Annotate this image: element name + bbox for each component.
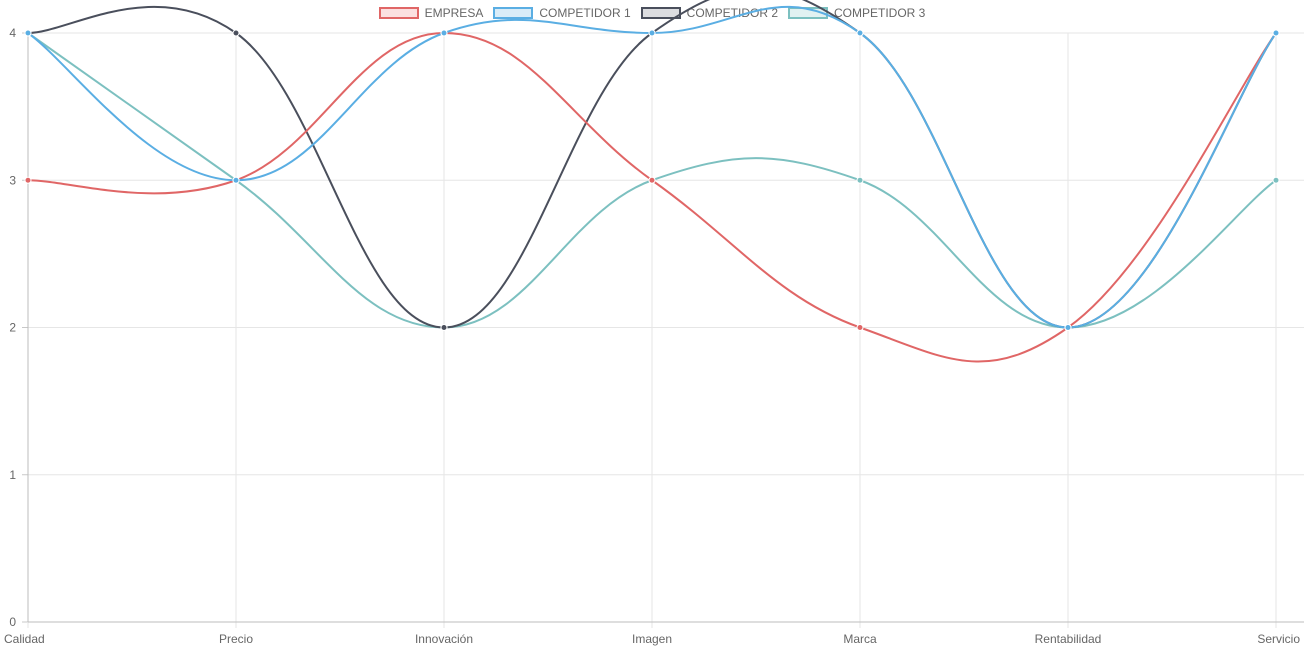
legend-label-competidor-3: COMPETIDOR 3 — [834, 6, 926, 20]
data-point-competidor-2[interactable] — [232, 29, 240, 37]
data-point-competidor-1[interactable] — [24, 29, 32, 37]
x-tick-label: Imagen — [632, 632, 672, 646]
data-point-empresa[interactable] — [24, 176, 32, 184]
legend-swatch-competidor-1 — [493, 7, 534, 19]
legend-label-competidor-1: COMPETIDOR 1 — [539, 6, 631, 20]
grid-lines — [22, 32, 1304, 628]
series-line-empresa — [27, 31, 1277, 363]
data-point-competidor-3[interactable] — [856, 176, 864, 184]
legend-swatch-empresa — [378, 7, 419, 19]
x-tick-label: Precio — [219, 632, 253, 646]
axes — [27, 33, 1304, 623]
legend-item-competidor-3[interactable]: COMPETIDOR 3 — [788, 6, 925, 20]
y-tick-label: 3 — [9, 173, 16, 187]
y-tick-label: 4 — [9, 26, 16, 40]
x-tick-label: Calidad — [4, 632, 45, 646]
legend-label-empresa: EMPRESA — [424, 6, 484, 20]
y-tick-label: 1 — [9, 468, 16, 482]
data-point-competidor-1[interactable] — [1064, 324, 1072, 331]
x-tick-label: Marca — [843, 632, 877, 646]
legend-item-competidor-2[interactable]: COMPETIDOR 2 — [640, 6, 779, 20]
data-point-competidor-2[interactable] — [440, 324, 448, 331]
data-point-competidor-1[interactable] — [648, 29, 656, 37]
data-point-competidor-1[interactable] — [440, 29, 448, 37]
legend-item-empresa[interactable]: EMPRESA — [378, 6, 484, 20]
y-tick-label: 0 — [9, 615, 16, 629]
legend-swatch-competidor-2 — [640, 7, 681, 19]
data-point-empresa[interactable] — [856, 324, 864, 331]
legend-item-competidor-1[interactable]: COMPETIDOR 1 — [493, 6, 631, 20]
tick-labels: 0 1 2 3 4 Calidad Precio Innovación Imagen Marca R… — [4, 26, 1300, 646]
data-point-competidor-1[interactable] — [1272, 29, 1280, 37]
data-point-empresa[interactable] — [648, 176, 656, 184]
y-tick-label: 2 — [9, 321, 16, 335]
x-tick-label: Innovación — [415, 632, 473, 646]
x-tick-label: Servicio — [1257, 632, 1300, 646]
data-point-competidor-1[interactable] — [856, 29, 864, 37]
legend-label-competidor-2: COMPETIDOR 2 — [686, 6, 779, 20]
chart-legend: EMPRESA COMPETIDOR 1 COMPETIDOR 2 COMPET… — [0, 6, 1304, 20]
data-point-competidor-3[interactable] — [1272, 176, 1280, 184]
data-points — [24, 29, 1280, 331]
data-point-competidor-1[interactable] — [232, 176, 240, 184]
x-tick-label: Rentabilidad — [1035, 632, 1102, 646]
